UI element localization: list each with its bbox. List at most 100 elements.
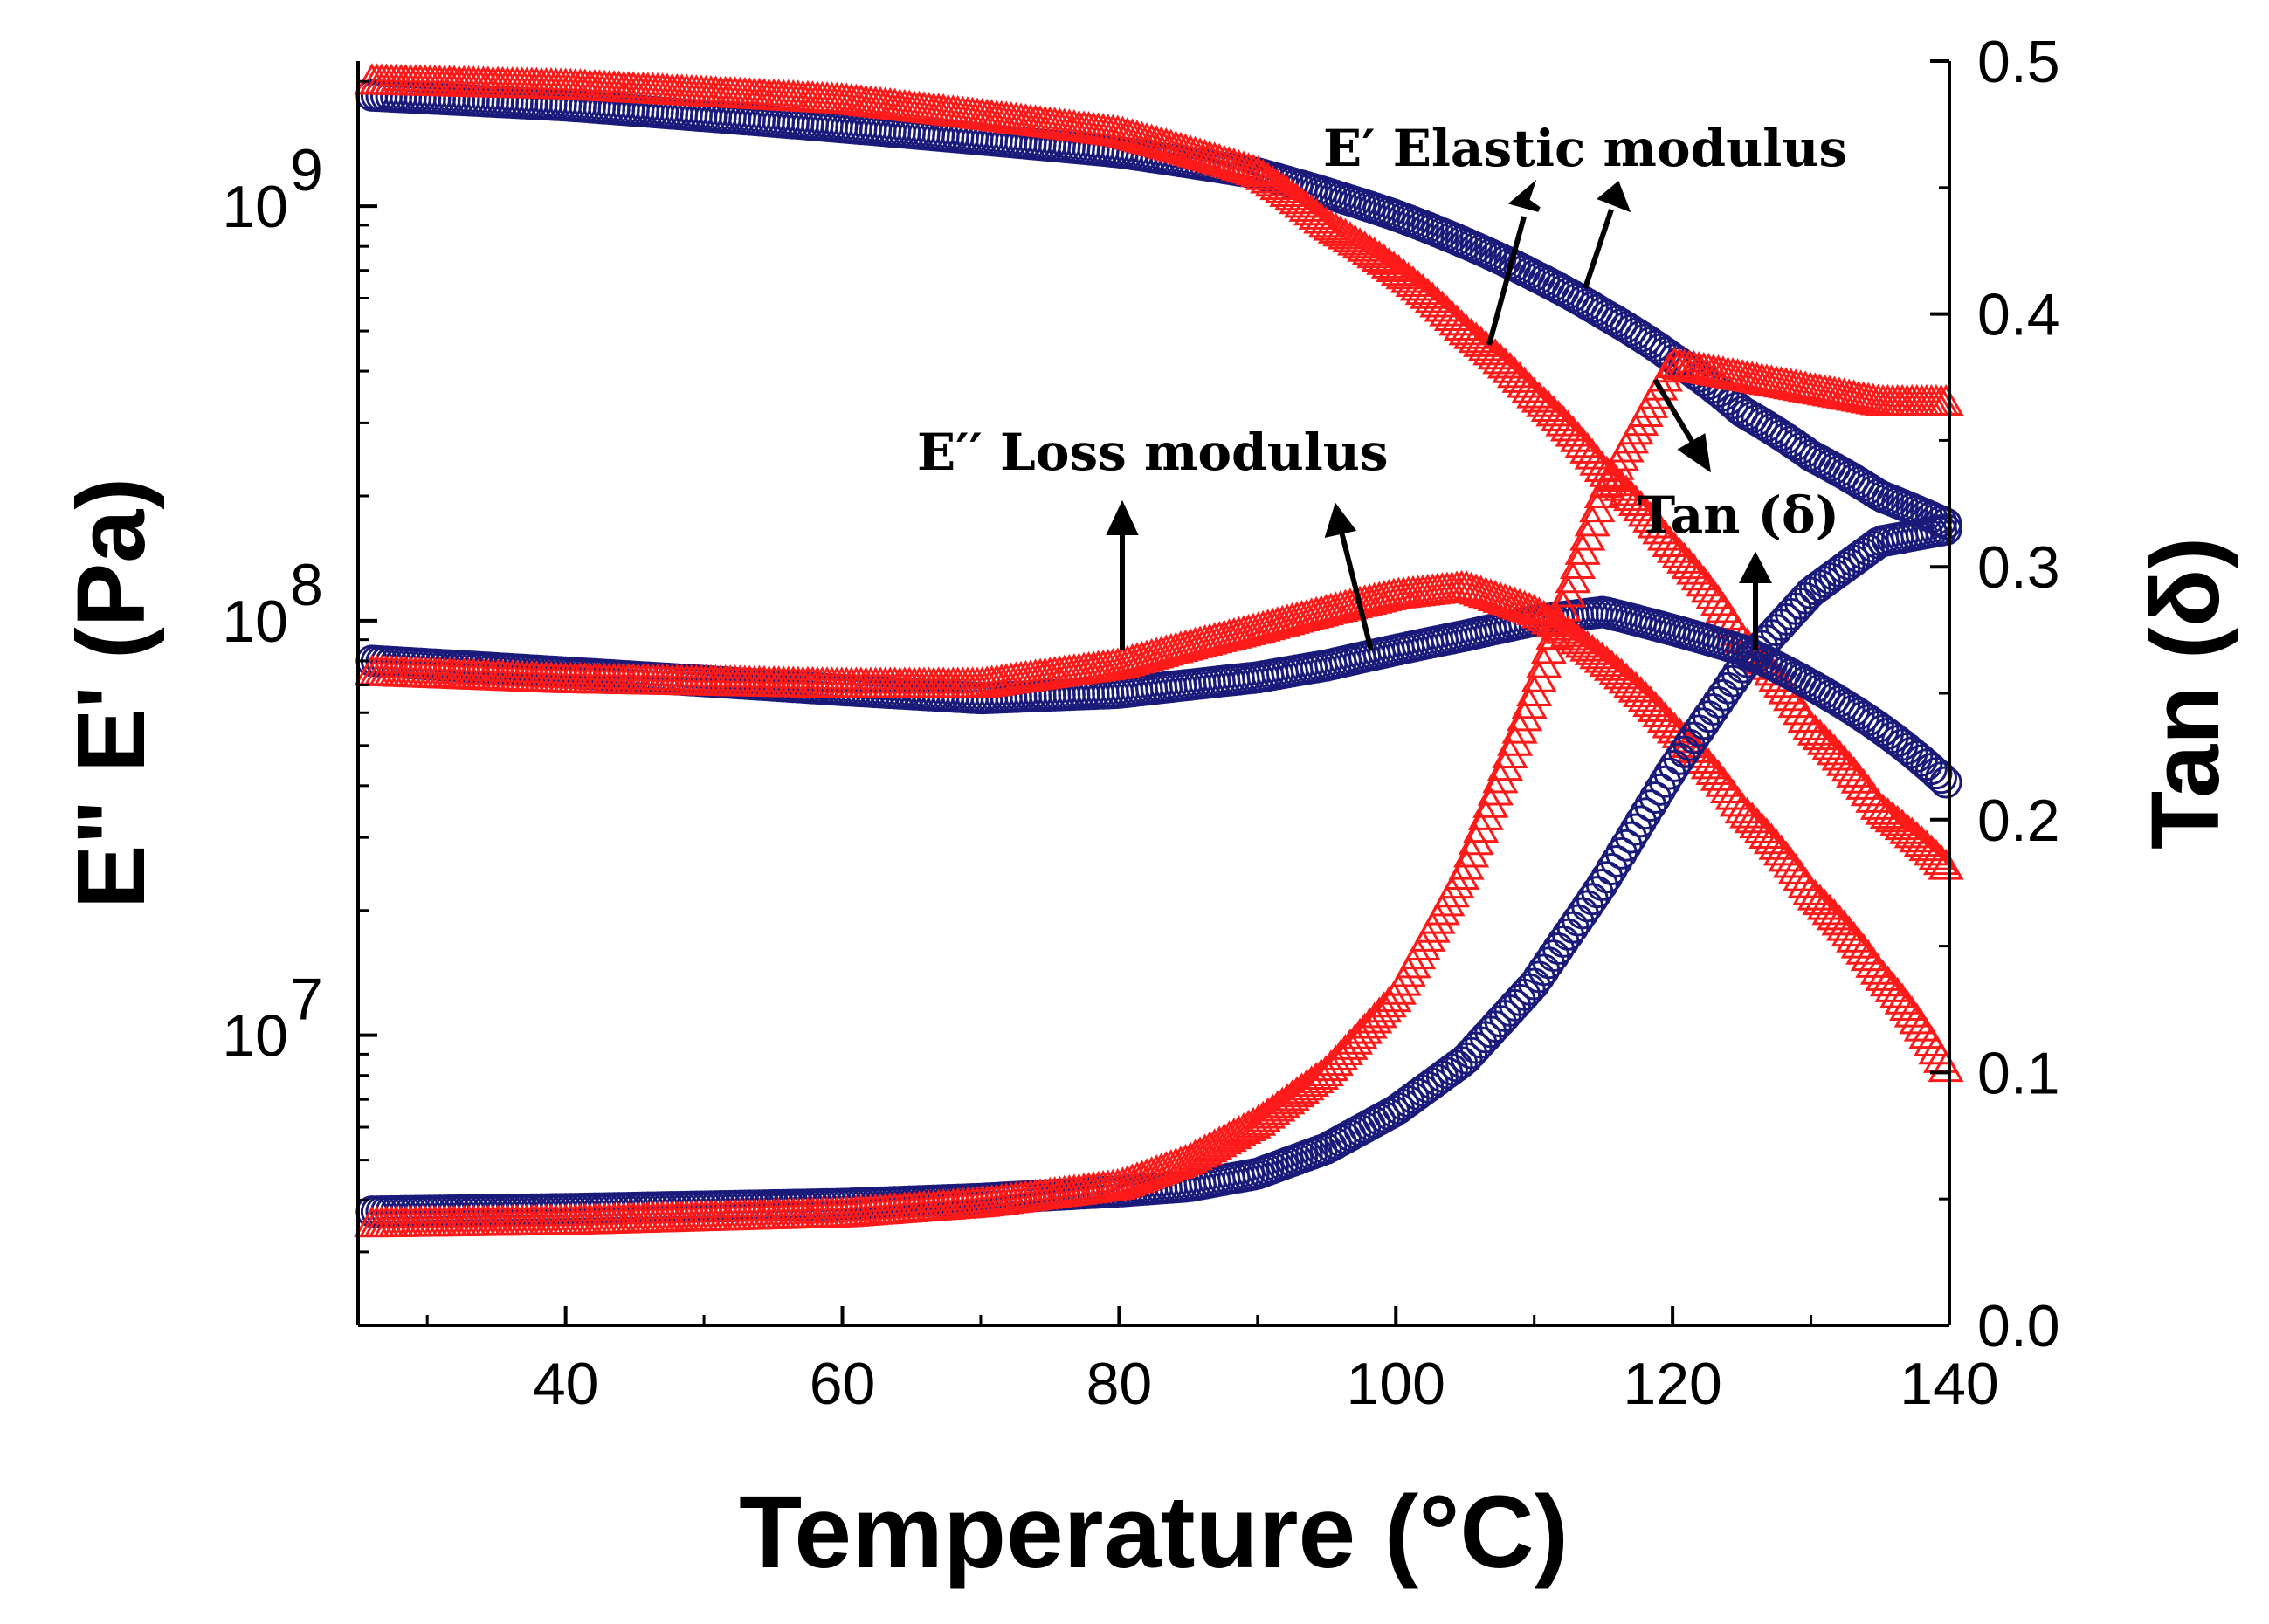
- x-tick-label: 80: [1086, 1351, 1153, 1417]
- data-point: [1865, 793, 1901, 825]
- data-point: [1376, 250, 1412, 282]
- data-point: [1472, 578, 1509, 610]
- data-point: [1928, 848, 1964, 880]
- data-point: [1600, 844, 1633, 877]
- x-tick-label: 40: [533, 1351, 599, 1417]
- data-point: [1615, 821, 1648, 854]
- data-point: [1332, 221, 1369, 253]
- data-point: [1569, 630, 1606, 662]
- data-point: [1225, 1111, 1262, 1145]
- data-point: [1477, 579, 1514, 611]
- right-tick-label: 0.3: [1977, 534, 2060, 601]
- series-5: [354, 346, 1964, 1238]
- data-point: [1579, 637, 1616, 670]
- data-point: [1928, 383, 1964, 416]
- ticks: 40 60 80 100 120 1401071081090.00.10.20.30.40…: [222, 29, 2059, 1417]
- data-point: [1235, 154, 1272, 186]
- data-point: [1624, 805, 1658, 838]
- data-point: [1225, 150, 1262, 182]
- data-point: [1929, 513, 1962, 546]
- arrowhead-elastic-2: [1597, 181, 1631, 213]
- data-point: [1874, 801, 1911, 833]
- data-point: [1857, 530, 1890, 563]
- data-point: [1634, 789, 1667, 822]
- data-point: [1254, 165, 1291, 197]
- arrow-elastic-2: [1583, 209, 1614, 289]
- data-point: [1463, 575, 1500, 607]
- x-axis-title: Temperature (°C): [739, 1475, 1569, 1590]
- left-tick-exponent: 7: [290, 967, 323, 1033]
- data-point: [1619, 813, 1652, 846]
- data-point: [1453, 836, 1490, 868]
- data-point: [1507, 589, 1543, 622]
- data-point: [1361, 996, 1397, 1029]
- data-point: [1482, 761, 1519, 794]
- data-point: [1361, 240, 1397, 272]
- series-3: [354, 569, 1964, 1083]
- data-point: [1336, 1022, 1374, 1055]
- data-point: [1303, 202, 1340, 234]
- data-point: [1327, 1033, 1364, 1065]
- data-point: [1507, 699, 1543, 732]
- data-point: [1929, 766, 1962, 799]
- data-point: [1516, 593, 1553, 625]
- data-point: [1264, 171, 1300, 204]
- data-point: [1336, 224, 1374, 256]
- data-point: [1230, 152, 1267, 184]
- left-tick-exponent: 9: [290, 137, 323, 203]
- data-point: [1327, 217, 1364, 250]
- right-tick-label: 0.5: [1977, 29, 2060, 95]
- data-point: [1245, 158, 1281, 190]
- x-tick-label: 140: [1900, 1351, 1998, 1417]
- data-point: [1162, 1145, 1199, 1177]
- data-point: [1496, 586, 1534, 618]
- data-point: [1351, 233, 1388, 265]
- annotation-elastic-modulus: E′ Elastic modulus: [1323, 119, 1847, 178]
- data-point: [1511, 687, 1548, 719]
- data-point: [1322, 1039, 1359, 1071]
- data-point: [1370, 246, 1407, 279]
- data-point: [1332, 1028, 1369, 1060]
- data-point: [1341, 1017, 1378, 1049]
- arrowhead-loss-2: [1324, 502, 1357, 539]
- data-point: [1347, 230, 1383, 262]
- right-tick-label: 0.0: [1977, 1293, 2060, 1359]
- left-tick-label: 10: [222, 588, 288, 655]
- data-point: [1283, 186, 1321, 218]
- data-point: [1629, 797, 1662, 830]
- data-point: [1317, 1044, 1354, 1077]
- data-point: [1555, 619, 1591, 651]
- data-point: [1448, 569, 1485, 602]
- data-point: [1585, 869, 1618, 902]
- data-point: [1467, 576, 1504, 609]
- left-y-axis-title: E" E' (Pa): [58, 478, 165, 909]
- data-point: [1467, 798, 1504, 830]
- data-point: [1341, 227, 1378, 259]
- x-tick-label: 120: [1623, 1351, 1721, 1417]
- data-point: [1347, 1012, 1383, 1044]
- data-point: [1492, 584, 1528, 616]
- data-point: [1535, 606, 1572, 638]
- data-point: [1385, 258, 1422, 290]
- data-point: [1351, 1007, 1388, 1039]
- right-y-axis-title: Tan (δ): [2132, 537, 2239, 850]
- arrow-loss-2: [1338, 527, 1374, 651]
- data-point: [1298, 1062, 1335, 1094]
- data-point: [1492, 736, 1528, 768]
- data-point: [1293, 1065, 1330, 1098]
- data-point: [1472, 786, 1509, 818]
- right-tick-label: 0.4: [1977, 282, 2060, 348]
- data-point: [1307, 206, 1344, 238]
- arrowhead-tan-1: [1677, 433, 1711, 473]
- data-point: [1448, 848, 1485, 880]
- data-point: [1590, 861, 1624, 894]
- data-point: [1574, 633, 1610, 665]
- data-point: [1496, 724, 1534, 756]
- data-point: [1458, 573, 1494, 605]
- data-point: [1453, 571, 1490, 603]
- arrowhead-elastic-1: [1507, 179, 1541, 212]
- data-point: [1269, 175, 1306, 208]
- data-point: [1279, 182, 1315, 215]
- data-point: [1652, 351, 1688, 383]
- arrow-tan-1: [1652, 378, 1697, 447]
